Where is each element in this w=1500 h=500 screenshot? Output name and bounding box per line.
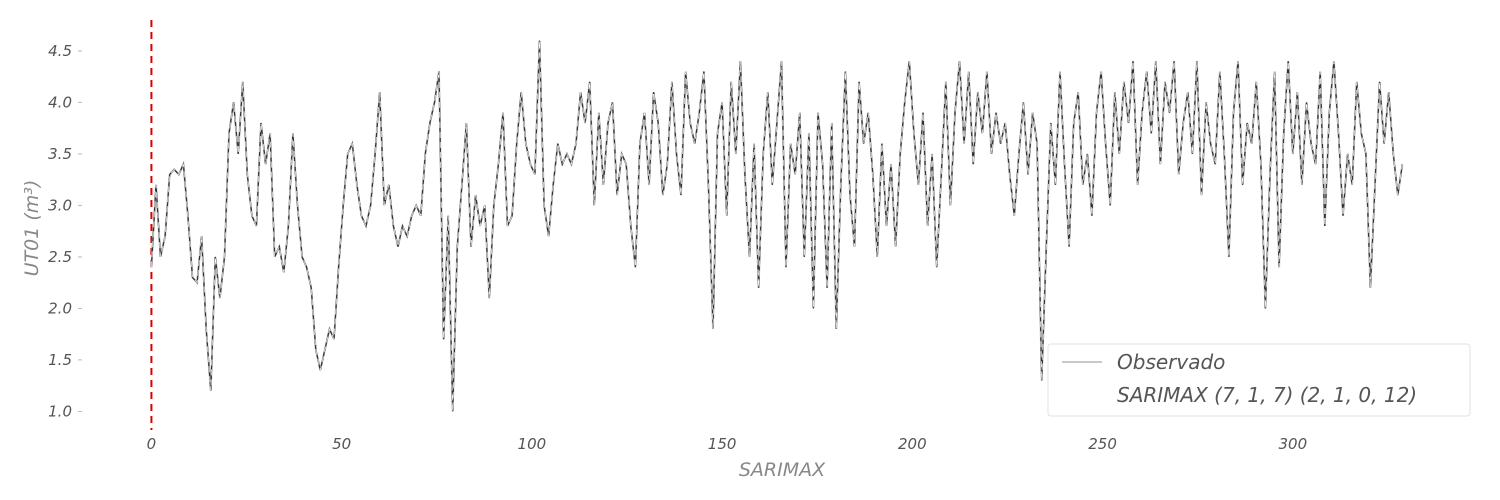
- y-tick-label: 3.5: [48, 145, 72, 163]
- legend: Observado SARIMAX (7, 1, 7) (2, 1, 0, 12…: [1047, 343, 1471, 417]
- y-axis-ticks: 1.0 1.5 2.0 2.5 3.0 3.5 4.0 4.5: [48, 42, 82, 420]
- x-axis-ticks: 0 50 100 150 200 250 300: [147, 435, 1307, 453]
- x-tick-label: 300: [1278, 435, 1307, 453]
- x-tick-label: 250: [1088, 435, 1117, 453]
- y-axis-label: UT01 (m³): [21, 180, 43, 277]
- y-tick-label: 4.0: [48, 93, 72, 111]
- x-tick-label: 150: [708, 435, 737, 453]
- legend-label-sarimax: SARIMAX (7, 1, 7) (2, 1, 0, 12): [1117, 383, 1417, 407]
- series-line-sarimax-dash: [151, 40, 1403, 412]
- x-tick-label: 100: [518, 435, 547, 453]
- y-tick-label: 3.0: [48, 196, 72, 214]
- y-tick-label: 1.0: [48, 402, 72, 420]
- x-tick-label: 0: [147, 435, 157, 453]
- x-tick-label: 200: [898, 435, 927, 453]
- y-tick-label: 4.5: [48, 42, 72, 60]
- legend-box: [1047, 343, 1471, 417]
- x-tick-label: 50: [332, 435, 351, 453]
- legend-label-observado: Observado: [1117, 350, 1225, 374]
- y-tick-label: 1.5: [48, 351, 72, 369]
- plot-area: [150, 20, 1404, 430]
- y-tick-label: 2.0: [48, 299, 72, 317]
- y-tick-label: 2.5: [48, 248, 72, 266]
- x-axis-label: SARIMAX: [739, 459, 826, 481]
